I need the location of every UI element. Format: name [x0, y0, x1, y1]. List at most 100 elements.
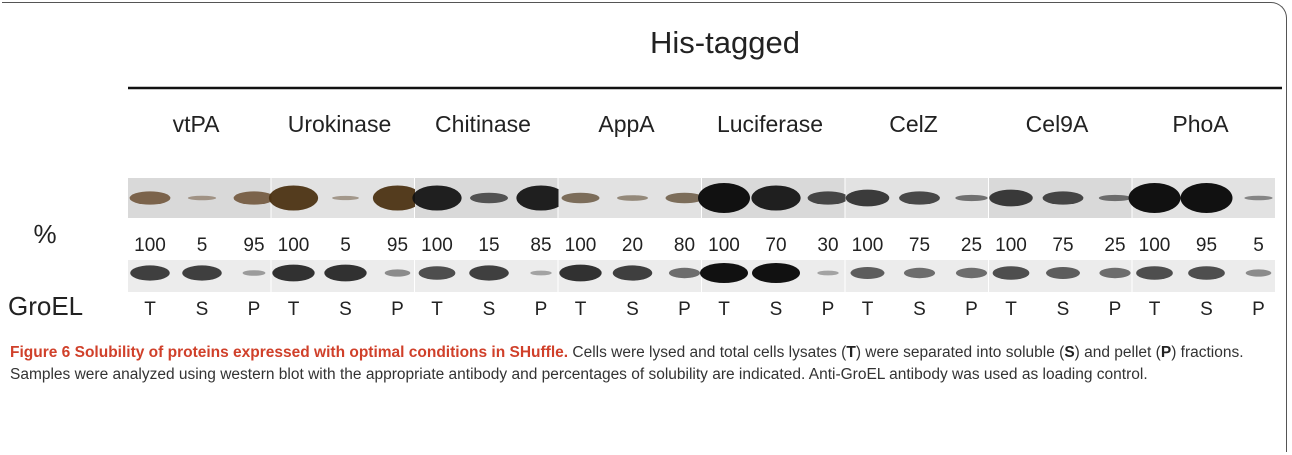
lane-label: P — [391, 299, 404, 320]
lane-label: P — [535, 299, 548, 320]
band — [1244, 196, 1272, 201]
caption-text: T — [846, 344, 855, 361]
lane-label: S — [1057, 299, 1070, 320]
lane-label: T — [718, 299, 730, 320]
lane-label: P — [965, 299, 978, 320]
page: His-tagged % GroEL vtPA 100 T 5 S 95 P Urokinas… — [0, 0, 1292, 455]
lane-label: T — [1149, 299, 1161, 320]
band — [469, 265, 509, 280]
lane-label: T — [431, 299, 443, 320]
lane-label: T — [144, 299, 156, 320]
band — [899, 191, 940, 204]
percent-label: 75 — [1052, 235, 1073, 256]
caption-text: ) were separated into soluble ( — [856, 344, 1065, 361]
band — [1099, 195, 1131, 201]
caption-text: Cells were lysed and total cells lysates… — [572, 344, 846, 361]
lane-label: S — [1200, 299, 1213, 320]
lane-label: S — [770, 299, 783, 320]
band — [130, 265, 170, 280]
lane-label: T — [862, 299, 874, 320]
band — [698, 183, 750, 213]
protein-name: PhoA — [1172, 111, 1229, 137]
lane-label: S — [339, 299, 352, 320]
caption: Figure 6 Solubility of proteins expresse… — [10, 342, 1280, 386]
band — [751, 185, 800, 210]
percent-label: 70 — [765, 235, 786, 256]
percent-label: 100 — [421, 235, 453, 256]
band — [808, 191, 849, 204]
band — [324, 265, 366, 282]
percent-label: 85 — [530, 235, 551, 256]
band — [1188, 266, 1225, 280]
percent-label: 5 — [340, 235, 351, 256]
band — [412, 185, 461, 210]
lane-label: T — [1005, 299, 1017, 320]
protein-name: Urokinase — [288, 111, 392, 137]
band — [851, 267, 885, 279]
percent-label: 15 — [478, 235, 499, 256]
band — [956, 268, 987, 278]
percent-label: 80 — [674, 235, 695, 256]
percent-label: 20 — [622, 235, 643, 256]
percent-label: 75 — [909, 235, 930, 256]
band — [993, 266, 1030, 280]
band — [617, 195, 648, 201]
band — [516, 185, 565, 210]
band — [269, 185, 318, 210]
band — [1043, 191, 1084, 204]
percent-label: 100 — [1139, 235, 1171, 256]
blot-figure: His-tagged % GroEL vtPA 100 T 5 S 95 P Urokinas… — [0, 0, 1292, 335]
percent-label: 95 — [243, 235, 264, 256]
lane-label: T — [288, 299, 300, 320]
band — [817, 271, 838, 276]
band — [1246, 269, 1272, 276]
protein-name: vtPA — [173, 111, 221, 137]
band — [1129, 183, 1181, 213]
band — [419, 266, 456, 280]
band — [188, 196, 216, 201]
band — [530, 271, 551, 276]
band — [1136, 266, 1173, 280]
percent-label: 100 — [708, 235, 740, 256]
percent-label: 95 — [387, 235, 408, 256]
caption-text: S — [1064, 344, 1074, 361]
band — [559, 265, 601, 282]
percent-label: 100 — [852, 235, 884, 256]
caption-title: Solubility of proteins expressed with op… — [75, 344, 568, 361]
row-label: % — [33, 219, 56, 249]
lane-label: P — [678, 299, 691, 320]
percent-label: 95 — [1196, 235, 1217, 256]
row-label: GroEL — [8, 291, 83, 321]
lane-label: S — [913, 299, 926, 320]
caption-text: ) and pellet ( — [1075, 344, 1161, 361]
band — [130, 191, 171, 204]
percent-label: 25 — [1104, 235, 1125, 256]
band — [846, 190, 890, 207]
header: His-tagged — [650, 25, 800, 60]
band — [752, 263, 800, 283]
lane-label: P — [1252, 299, 1265, 320]
band — [955, 195, 987, 201]
band — [700, 263, 748, 283]
percent-label: 100 — [565, 235, 597, 256]
lane-label: P — [248, 299, 261, 320]
band — [243, 270, 266, 276]
percent-label: 100 — [134, 235, 166, 256]
percent-label: 30 — [817, 235, 838, 256]
percent-label: 100 — [995, 235, 1027, 256]
band — [182, 265, 222, 280]
band — [332, 196, 359, 200]
band — [904, 268, 935, 278]
band — [989, 190, 1033, 207]
lane-label: S — [196, 299, 209, 320]
band — [666, 193, 704, 204]
percent-label: 5 — [1253, 235, 1264, 256]
band — [385, 269, 411, 276]
band — [234, 191, 275, 204]
caption-text: P — [1161, 344, 1171, 361]
protein-name: Chitinase — [435, 111, 531, 137]
percent-label: 5 — [197, 235, 208, 256]
band — [562, 193, 600, 204]
protein-name: CelZ — [889, 111, 938, 137]
protein-name: Cel9A — [1026, 111, 1089, 137]
